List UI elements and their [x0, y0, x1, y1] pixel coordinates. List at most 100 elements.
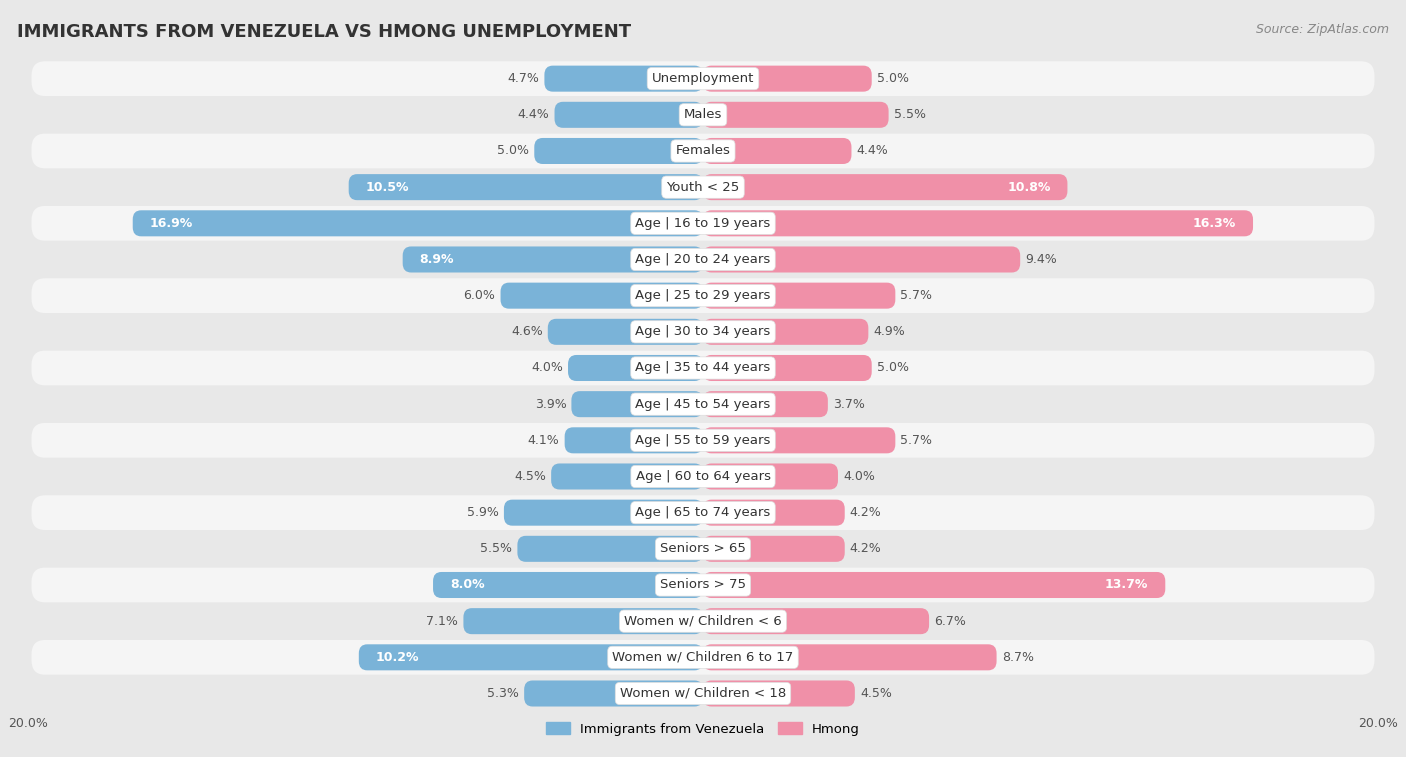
Text: 4.5%: 4.5%	[860, 687, 891, 700]
Text: 4.0%: 4.0%	[844, 470, 875, 483]
FancyBboxPatch shape	[551, 463, 703, 490]
Text: Women w/ Children < 6: Women w/ Children < 6	[624, 615, 782, 628]
Text: Age | 55 to 59 years: Age | 55 to 59 years	[636, 434, 770, 447]
Text: Age | 45 to 54 years: Age | 45 to 54 years	[636, 397, 770, 410]
Text: Females: Females	[675, 145, 731, 157]
Text: 4.5%: 4.5%	[515, 470, 546, 483]
FancyBboxPatch shape	[31, 279, 1375, 313]
Text: Source: ZipAtlas.com: Source: ZipAtlas.com	[1256, 23, 1389, 36]
FancyBboxPatch shape	[703, 319, 869, 345]
FancyBboxPatch shape	[31, 206, 1375, 241]
Text: 8.7%: 8.7%	[1001, 651, 1033, 664]
Text: Age | 20 to 24 years: Age | 20 to 24 years	[636, 253, 770, 266]
FancyBboxPatch shape	[703, 174, 1067, 200]
FancyBboxPatch shape	[132, 210, 703, 236]
FancyBboxPatch shape	[703, 644, 997, 671]
Legend: Immigrants from Venezuela, Hmong: Immigrants from Venezuela, Hmong	[541, 717, 865, 741]
FancyBboxPatch shape	[31, 568, 1375, 603]
Text: 8.9%: 8.9%	[419, 253, 454, 266]
FancyBboxPatch shape	[703, 101, 889, 128]
FancyBboxPatch shape	[703, 608, 929, 634]
FancyBboxPatch shape	[703, 536, 845, 562]
Text: 5.5%: 5.5%	[894, 108, 925, 121]
FancyBboxPatch shape	[31, 387, 1375, 422]
FancyBboxPatch shape	[349, 174, 703, 200]
Text: Unemployment: Unemployment	[652, 72, 754, 85]
FancyBboxPatch shape	[703, 463, 838, 490]
Text: 7.1%: 7.1%	[426, 615, 458, 628]
FancyBboxPatch shape	[31, 459, 1375, 494]
FancyBboxPatch shape	[703, 355, 872, 381]
FancyBboxPatch shape	[31, 495, 1375, 530]
FancyBboxPatch shape	[503, 500, 703, 525]
Text: 5.5%: 5.5%	[481, 542, 512, 556]
FancyBboxPatch shape	[31, 314, 1375, 349]
Text: IMMIGRANTS FROM VENEZUELA VS HMONG UNEMPLOYMENT: IMMIGRANTS FROM VENEZUELA VS HMONG UNEMP…	[17, 23, 631, 41]
FancyBboxPatch shape	[31, 134, 1375, 168]
Text: Seniors > 65: Seniors > 65	[659, 542, 747, 556]
Text: Women w/ Children < 18: Women w/ Children < 18	[620, 687, 786, 700]
FancyBboxPatch shape	[703, 247, 1021, 273]
FancyBboxPatch shape	[703, 427, 896, 453]
FancyBboxPatch shape	[31, 531, 1375, 566]
Text: 5.7%: 5.7%	[900, 289, 932, 302]
Text: 5.0%: 5.0%	[498, 145, 529, 157]
Text: 4.2%: 4.2%	[849, 506, 882, 519]
FancyBboxPatch shape	[703, 500, 845, 525]
Text: 5.9%: 5.9%	[467, 506, 499, 519]
FancyBboxPatch shape	[565, 427, 703, 453]
FancyBboxPatch shape	[554, 101, 703, 128]
Text: 10.2%: 10.2%	[375, 651, 419, 664]
Text: 4.4%: 4.4%	[517, 108, 550, 121]
Text: 4.1%: 4.1%	[527, 434, 560, 447]
Text: 5.3%: 5.3%	[488, 687, 519, 700]
FancyBboxPatch shape	[31, 640, 1375, 674]
Text: Age | 30 to 34 years: Age | 30 to 34 years	[636, 326, 770, 338]
FancyBboxPatch shape	[703, 138, 852, 164]
FancyBboxPatch shape	[31, 604, 1375, 638]
FancyBboxPatch shape	[501, 282, 703, 309]
Text: 5.0%: 5.0%	[877, 72, 908, 85]
FancyBboxPatch shape	[534, 138, 703, 164]
Text: Age | 35 to 44 years: Age | 35 to 44 years	[636, 362, 770, 375]
Text: Women w/ Children 6 to 17: Women w/ Children 6 to 17	[613, 651, 793, 664]
FancyBboxPatch shape	[402, 247, 703, 273]
Text: 10.8%: 10.8%	[1007, 181, 1050, 194]
FancyBboxPatch shape	[703, 282, 896, 309]
Text: 16.3%: 16.3%	[1192, 217, 1236, 230]
FancyBboxPatch shape	[703, 210, 1253, 236]
FancyBboxPatch shape	[517, 536, 703, 562]
Text: Age | 16 to 19 years: Age | 16 to 19 years	[636, 217, 770, 230]
Text: 9.4%: 9.4%	[1025, 253, 1057, 266]
FancyBboxPatch shape	[31, 170, 1375, 204]
FancyBboxPatch shape	[31, 61, 1375, 96]
FancyBboxPatch shape	[359, 644, 703, 671]
Text: 13.7%: 13.7%	[1105, 578, 1149, 591]
FancyBboxPatch shape	[571, 391, 703, 417]
FancyBboxPatch shape	[544, 66, 703, 92]
FancyBboxPatch shape	[703, 66, 872, 92]
FancyBboxPatch shape	[31, 242, 1375, 277]
Text: Seniors > 75: Seniors > 75	[659, 578, 747, 591]
Text: Males: Males	[683, 108, 723, 121]
FancyBboxPatch shape	[433, 572, 703, 598]
Text: 6.0%: 6.0%	[464, 289, 495, 302]
Text: Age | 25 to 29 years: Age | 25 to 29 years	[636, 289, 770, 302]
Text: 10.5%: 10.5%	[366, 181, 409, 194]
Text: 4.4%: 4.4%	[856, 145, 889, 157]
Text: 8.0%: 8.0%	[450, 578, 485, 591]
FancyBboxPatch shape	[524, 681, 703, 706]
FancyBboxPatch shape	[31, 98, 1375, 132]
FancyBboxPatch shape	[703, 572, 1166, 598]
Text: Age | 60 to 64 years: Age | 60 to 64 years	[636, 470, 770, 483]
FancyBboxPatch shape	[31, 350, 1375, 385]
Text: 4.6%: 4.6%	[510, 326, 543, 338]
FancyBboxPatch shape	[548, 319, 703, 345]
FancyBboxPatch shape	[703, 681, 855, 706]
Text: 4.0%: 4.0%	[531, 362, 562, 375]
Text: 5.7%: 5.7%	[900, 434, 932, 447]
FancyBboxPatch shape	[31, 676, 1375, 711]
FancyBboxPatch shape	[464, 608, 703, 634]
Text: 16.9%: 16.9%	[149, 217, 193, 230]
Text: 4.7%: 4.7%	[508, 72, 540, 85]
